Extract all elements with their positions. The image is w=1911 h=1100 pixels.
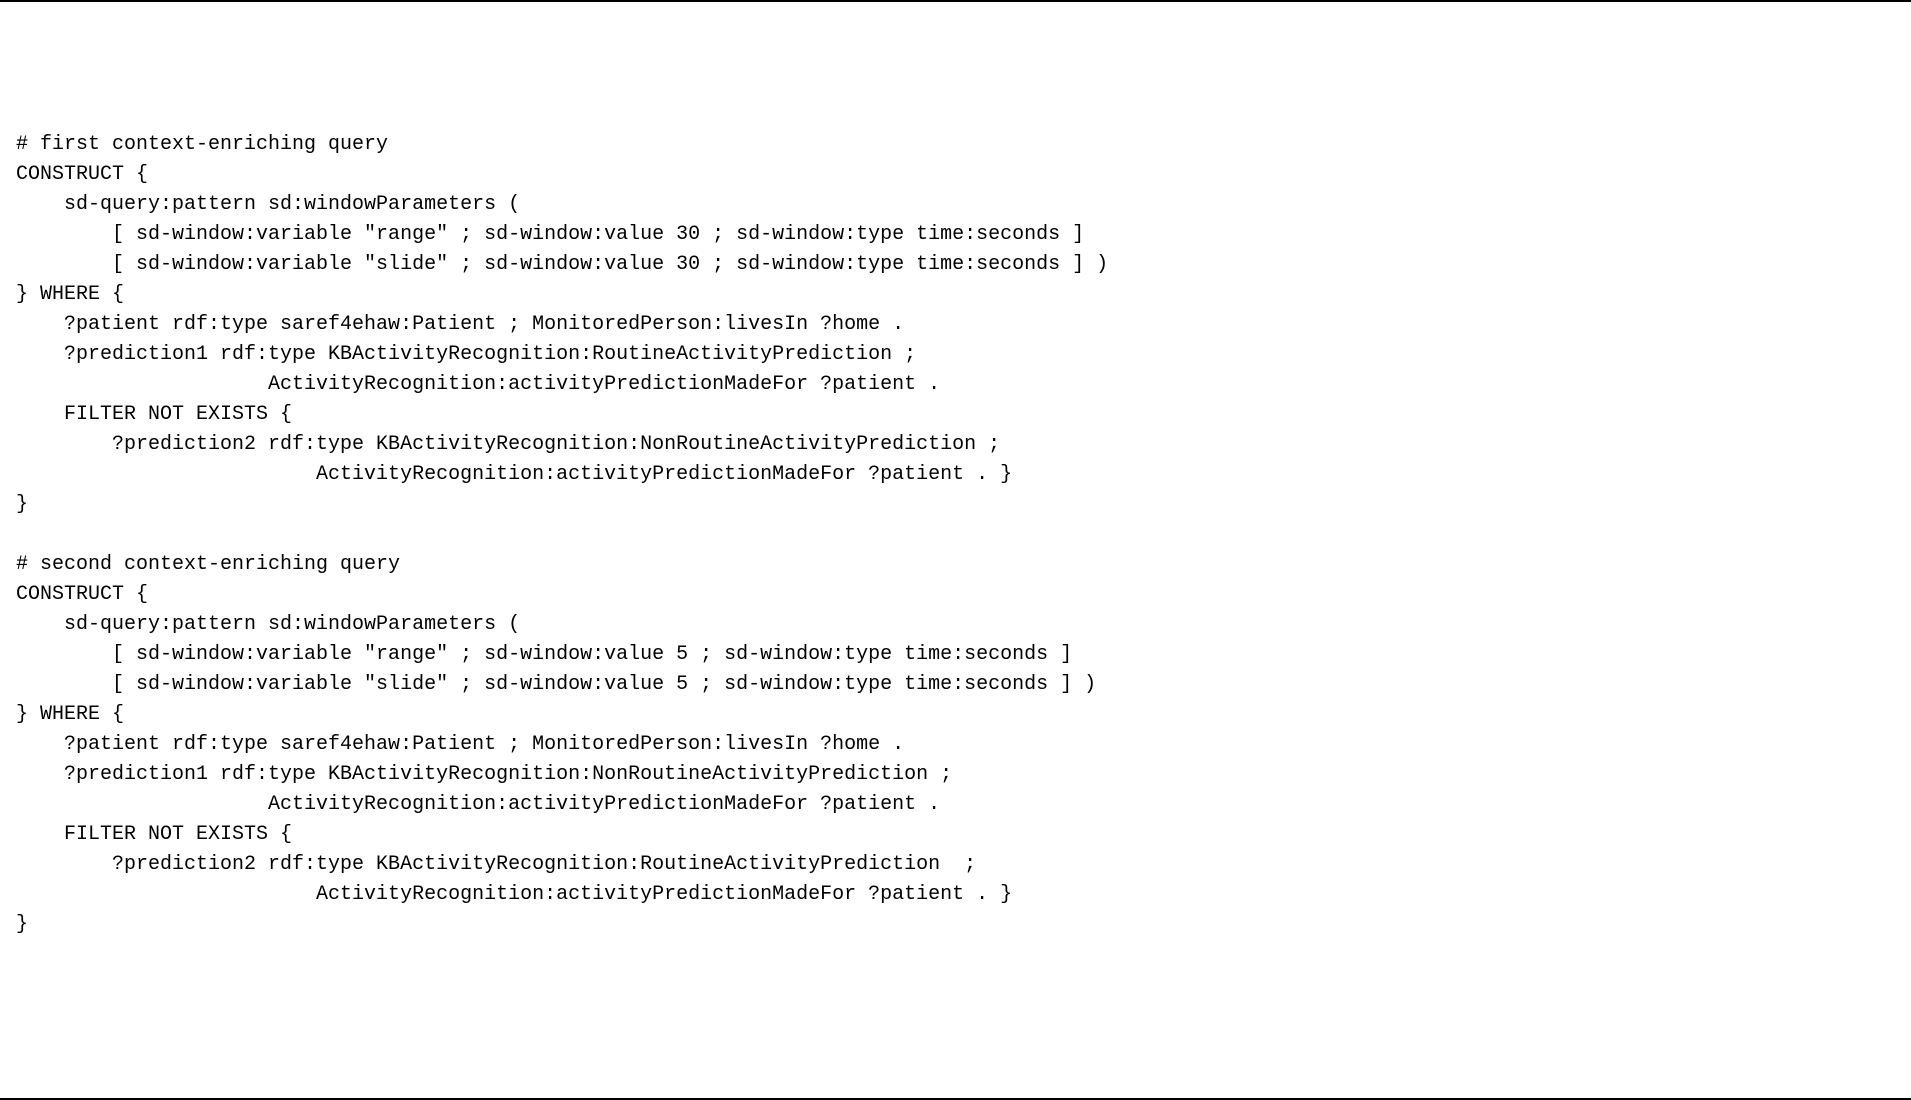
code-line: [ sd-window:variable "slide" ; sd-window…: [16, 670, 1895, 700]
code-line: ActivityRecognition:activityPredictionMa…: [16, 790, 1895, 820]
code-listing: # first context-enriching queryCONSTRUCT…: [16, 130, 1895, 940]
code-line: ?prediction1 rdf:type KBActivityRecognit…: [16, 340, 1895, 370]
code-line: sd-query:pattern sd:windowParameters (: [16, 610, 1895, 640]
code-line: [ sd-window:variable "range" ; sd-window…: [16, 220, 1895, 250]
code-line: [ sd-window:variable "slide" ; sd-window…: [16, 250, 1895, 280]
code-line: CONSTRUCT {: [16, 580, 1895, 610]
code-line: ActivityRecognition:activityPredictionMa…: [16, 370, 1895, 400]
code-line: # first context-enriching query: [16, 130, 1895, 160]
code-line: [ sd-window:variable "range" ; sd-window…: [16, 640, 1895, 670]
code-line: ?patient rdf:type saref4ehaw:Patient ; M…: [16, 730, 1895, 760]
code-line: } WHERE {: [16, 700, 1895, 730]
code-line: FILTER NOT EXISTS {: [16, 820, 1895, 850]
code-line: ?prediction1 rdf:type KBActivityRecognit…: [16, 760, 1895, 790]
code-line: CONSTRUCT {: [16, 160, 1895, 190]
code-line: }: [16, 910, 1895, 940]
code-line: # second context-enriching query: [16, 550, 1895, 580]
code-line: ActivityRecognition:activityPredictionMa…: [16, 460, 1895, 490]
code-line: ?prediction2 rdf:type KBActivityRecognit…: [16, 850, 1895, 880]
code-line: ?prediction2 rdf:type KBActivityRecognit…: [16, 430, 1895, 460]
code-line: ActivityRecognition:activityPredictionMa…: [16, 880, 1895, 910]
code-line: ?patient rdf:type saref4ehaw:Patient ; M…: [16, 310, 1895, 340]
code-line: sd-query:pattern sd:windowParameters (: [16, 190, 1895, 220]
code-line: FILTER NOT EXISTS {: [16, 400, 1895, 430]
code-line: [16, 520, 1895, 550]
code-line: } WHERE {: [16, 280, 1895, 310]
code-line: }: [16, 490, 1895, 520]
